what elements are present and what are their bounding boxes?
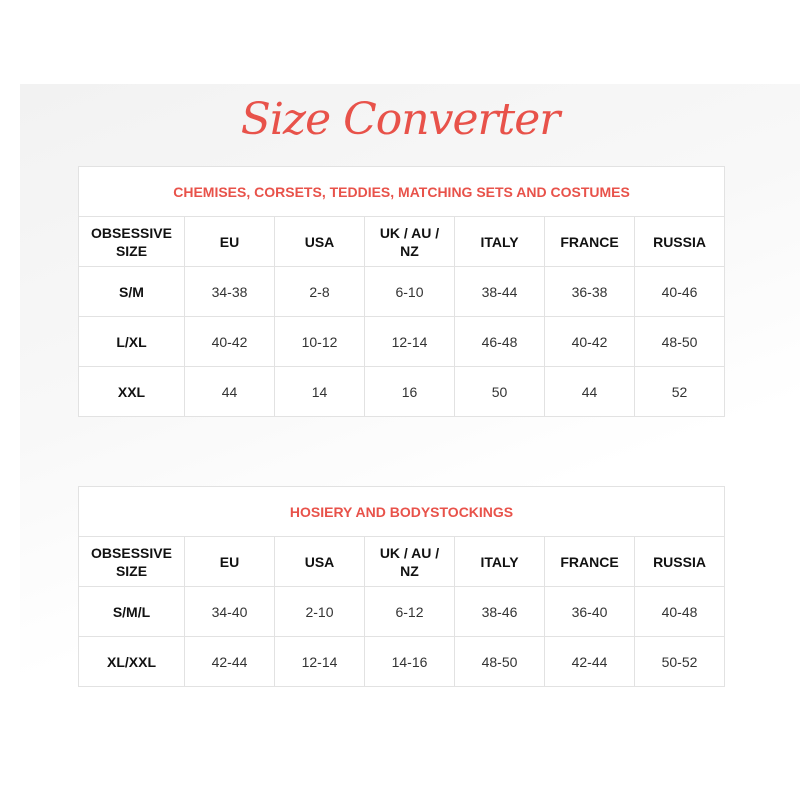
size-value: 12-14: [274, 636, 365, 687]
size-value: 46-48: [454, 316, 545, 367]
column-header: USA: [274, 536, 365, 587]
size-value: 10-12: [274, 316, 365, 367]
page-title: Size Converter: [240, 94, 561, 145]
column-header: USA: [274, 216, 365, 267]
size-value: 14-16: [364, 636, 455, 687]
size-label: XXL: [78, 366, 185, 417]
size-label: L/XL: [78, 316, 185, 367]
column-header: ITALY: [454, 536, 545, 587]
size-value: 2-10: [274, 586, 365, 637]
table-row: S/M/L 34-40 2-10 6-12 38-46 36-40 40-48: [78, 586, 726, 637]
header-row: OBSESSIVE SIZE EU USA UK / AU / NZ ITALY FRAN…: [78, 216, 726, 267]
size-value: 16: [364, 366, 455, 417]
size-label: S/M: [78, 266, 185, 317]
column-header: EU: [184, 536, 275, 587]
size-label: XL/XXL: [78, 636, 185, 687]
table-row: S/M 34-38 2-8 6-10 38-44 36-38 40-46: [78, 266, 726, 317]
size-value: 48-50: [633, 316, 726, 367]
size-table-chemises: CHEMISES, CORSETS, TEDDIES, MATCHING SET…: [77, 166, 726, 417]
caption-row: CHEMISES, CORSETS, TEDDIES, MATCHING SET…: [77, 166, 726, 217]
size-value: 52: [633, 366, 726, 417]
column-header: EU: [184, 216, 275, 267]
size-value: 6-10: [364, 266, 455, 317]
column-header: FRANCE: [544, 216, 635, 267]
size-value: 6-12: [364, 586, 455, 637]
column-header: ITALY: [454, 216, 545, 267]
size-value: 40-48: [633, 586, 726, 637]
size-value: 38-44: [454, 266, 545, 317]
size-value: 50-52: [633, 636, 726, 687]
size-value: 34-38: [184, 266, 275, 317]
table-row: XL/XXL 42-44 12-14 14-16 48-50 42-44 50-52: [78, 636, 726, 687]
table-caption: HOSIERY AND BODYSTOCKINGS: [77, 486, 726, 537]
size-value: 12-14: [364, 316, 455, 367]
size-value: 36-38: [544, 266, 635, 317]
column-header: UK / AU / NZ: [364, 216, 455, 267]
table-row: XXL 44 14 16 50 44 52: [78, 366, 726, 417]
size-value: 14: [274, 366, 365, 417]
size-value: 44: [184, 366, 275, 417]
size-value: 34-40: [184, 586, 275, 637]
size-value: 2-8: [274, 266, 365, 317]
size-value: 44: [544, 366, 635, 417]
column-header: UK / AU / NZ: [364, 536, 455, 587]
size-value: 40-42: [544, 316, 635, 367]
size-label: S/M/L: [78, 586, 185, 637]
size-value: 38-46: [454, 586, 545, 637]
size-value: 36-40: [544, 586, 635, 637]
size-table-hosiery: HOSIERY AND BODYSTOCKINGS OBSESSIVE SIZE E…: [77, 486, 726, 687]
size-value: 40-42: [184, 316, 275, 367]
column-header: RUSSIA: [633, 216, 726, 267]
size-value: 40-46: [633, 266, 726, 317]
size-value: 50: [454, 366, 545, 417]
size-value: 48-50: [454, 636, 545, 687]
column-header: FRANCE: [544, 536, 635, 587]
size-value: 42-44: [184, 636, 275, 687]
caption-row: HOSIERY AND BODYSTOCKINGS: [77, 486, 726, 537]
column-header: OBSESSIVE SIZE: [78, 216, 185, 267]
column-header: RUSSIA: [633, 536, 726, 587]
table-row: L/XL 40-42 10-12 12-14 46-48 40-42 48-50: [78, 316, 726, 367]
size-value: 42-44: [544, 636, 635, 687]
column-header: OBSESSIVE SIZE: [78, 536, 185, 587]
header-row: OBSESSIVE SIZE EU USA UK / AU / NZ ITALY FRAN…: [78, 536, 726, 587]
table-caption: CHEMISES, CORSETS, TEDDIES, MATCHING SET…: [77, 166, 726, 217]
